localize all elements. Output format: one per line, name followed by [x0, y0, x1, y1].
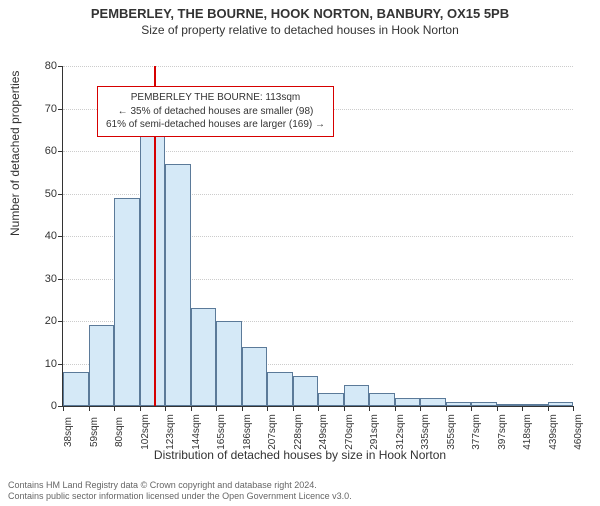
histogram-bar — [446, 402, 472, 406]
x-tick-mark — [165, 406, 166, 411]
x-tick-label: 102sqm — [140, 414, 151, 450]
x-tick-mark — [446, 406, 447, 411]
x-tick-label: 186sqm — [242, 414, 253, 450]
y-tick-label: 40 — [45, 230, 63, 242]
x-tick-label: 397sqm — [497, 414, 508, 450]
x-tick-mark — [63, 406, 64, 411]
y-tick-label: 80 — [45, 60, 63, 72]
histogram-bar — [165, 164, 191, 406]
histogram-bar — [63, 372, 89, 406]
histogram-bar — [497, 404, 523, 406]
x-tick-mark — [267, 406, 268, 411]
histogram-bar — [216, 321, 242, 406]
histogram-bar — [114, 198, 140, 406]
x-tick-mark — [242, 406, 243, 411]
x-tick-mark — [471, 406, 472, 411]
x-tick-mark — [89, 406, 90, 411]
x-tick-mark — [548, 406, 549, 411]
x-tick-label: 80sqm — [114, 417, 125, 447]
y-tick-label: 70 — [45, 103, 63, 115]
x-tick-mark — [293, 406, 294, 411]
annotation-line: PEMBERLEY THE BOURNE: 113sqm — [106, 91, 325, 105]
y-tick-label: 20 — [45, 315, 63, 327]
chart-subtitle: Size of property relative to detached ho… — [0, 23, 600, 37]
x-tick-label: 312sqm — [395, 414, 406, 450]
gridline — [63, 66, 573, 67]
x-tick-mark — [369, 406, 370, 411]
x-tick-mark — [497, 406, 498, 411]
histogram-bar — [548, 402, 574, 406]
histogram-bar — [191, 308, 217, 406]
x-tick-label: 249sqm — [318, 414, 329, 450]
chart-container: PEMBERLEY, THE BOURNE, HOOK NORTON, BANB… — [0, 6, 600, 506]
histogram-bar — [395, 398, 421, 407]
x-tick-label: 38sqm — [63, 417, 74, 447]
x-tick-label: 355sqm — [446, 414, 457, 450]
x-tick-label: 291sqm — [369, 414, 380, 450]
y-tick-label: 60 — [45, 145, 63, 157]
x-tick-mark — [318, 406, 319, 411]
x-tick-label: 377sqm — [471, 414, 482, 450]
x-tick-label: 418sqm — [522, 414, 533, 450]
footer-attribution: Contains HM Land Registry data © Crown c… — [8, 480, 352, 503]
x-tick-label: 228sqm — [293, 414, 304, 450]
x-tick-label: 165sqm — [216, 414, 227, 450]
x-tick-mark — [140, 406, 141, 411]
chart-title: PEMBERLEY, THE BOURNE, HOOK NORTON, BANB… — [0, 6, 600, 21]
x-tick-mark — [420, 406, 421, 411]
x-tick-label: 439sqm — [548, 414, 559, 450]
histogram-bar — [369, 393, 395, 406]
x-tick-label: 144sqm — [191, 414, 202, 450]
histogram-bar — [471, 402, 497, 406]
x-tick-mark — [522, 406, 523, 411]
annotation-line: ← 35% of detached houses are smaller (98… — [106, 105, 325, 119]
x-tick-label: 335sqm — [420, 414, 431, 450]
footer-line-2: Contains public sector information licen… — [8, 491, 352, 502]
x-tick-mark — [114, 406, 115, 411]
y-tick-label: 30 — [45, 273, 63, 285]
x-tick-label: 123sqm — [165, 414, 176, 450]
y-tick-label: 50 — [45, 188, 63, 200]
footer-line-1: Contains HM Land Registry data © Crown c… — [8, 480, 352, 491]
histogram-bar — [318, 393, 344, 406]
x-tick-mark — [573, 406, 574, 411]
histogram-bar — [242, 347, 268, 407]
histogram-bar — [293, 376, 319, 406]
x-tick-mark — [395, 406, 396, 411]
histogram-bar — [140, 121, 166, 406]
histogram-bar — [89, 325, 115, 406]
x-axis-label: Distribution of detached houses by size … — [0, 448, 600, 462]
annotation-box: PEMBERLEY THE BOURNE: 113sqm← 35% of det… — [97, 86, 334, 137]
annotation-line: 61% of semi-detached houses are larger (… — [106, 118, 325, 132]
histogram-bar — [344, 385, 370, 406]
plot-area: PEMBERLEY THE BOURNE: 113sqm← 35% of det… — [62, 66, 573, 407]
histogram-bar — [420, 398, 446, 407]
y-tick-label: 10 — [45, 358, 63, 370]
x-tick-label: 207sqm — [267, 414, 278, 450]
x-tick-mark — [191, 406, 192, 411]
y-axis-label: Number of detached properties — [8, 71, 22, 236]
x-tick-label: 270sqm — [344, 414, 355, 450]
y-tick-label: 0 — [51, 400, 63, 412]
x-tick-label: 460sqm — [573, 414, 584, 450]
x-tick-mark — [216, 406, 217, 411]
x-tick-mark — [344, 406, 345, 411]
x-tick-label: 59sqm — [89, 417, 100, 447]
histogram-bar — [267, 372, 293, 406]
histogram-bar — [522, 404, 548, 406]
